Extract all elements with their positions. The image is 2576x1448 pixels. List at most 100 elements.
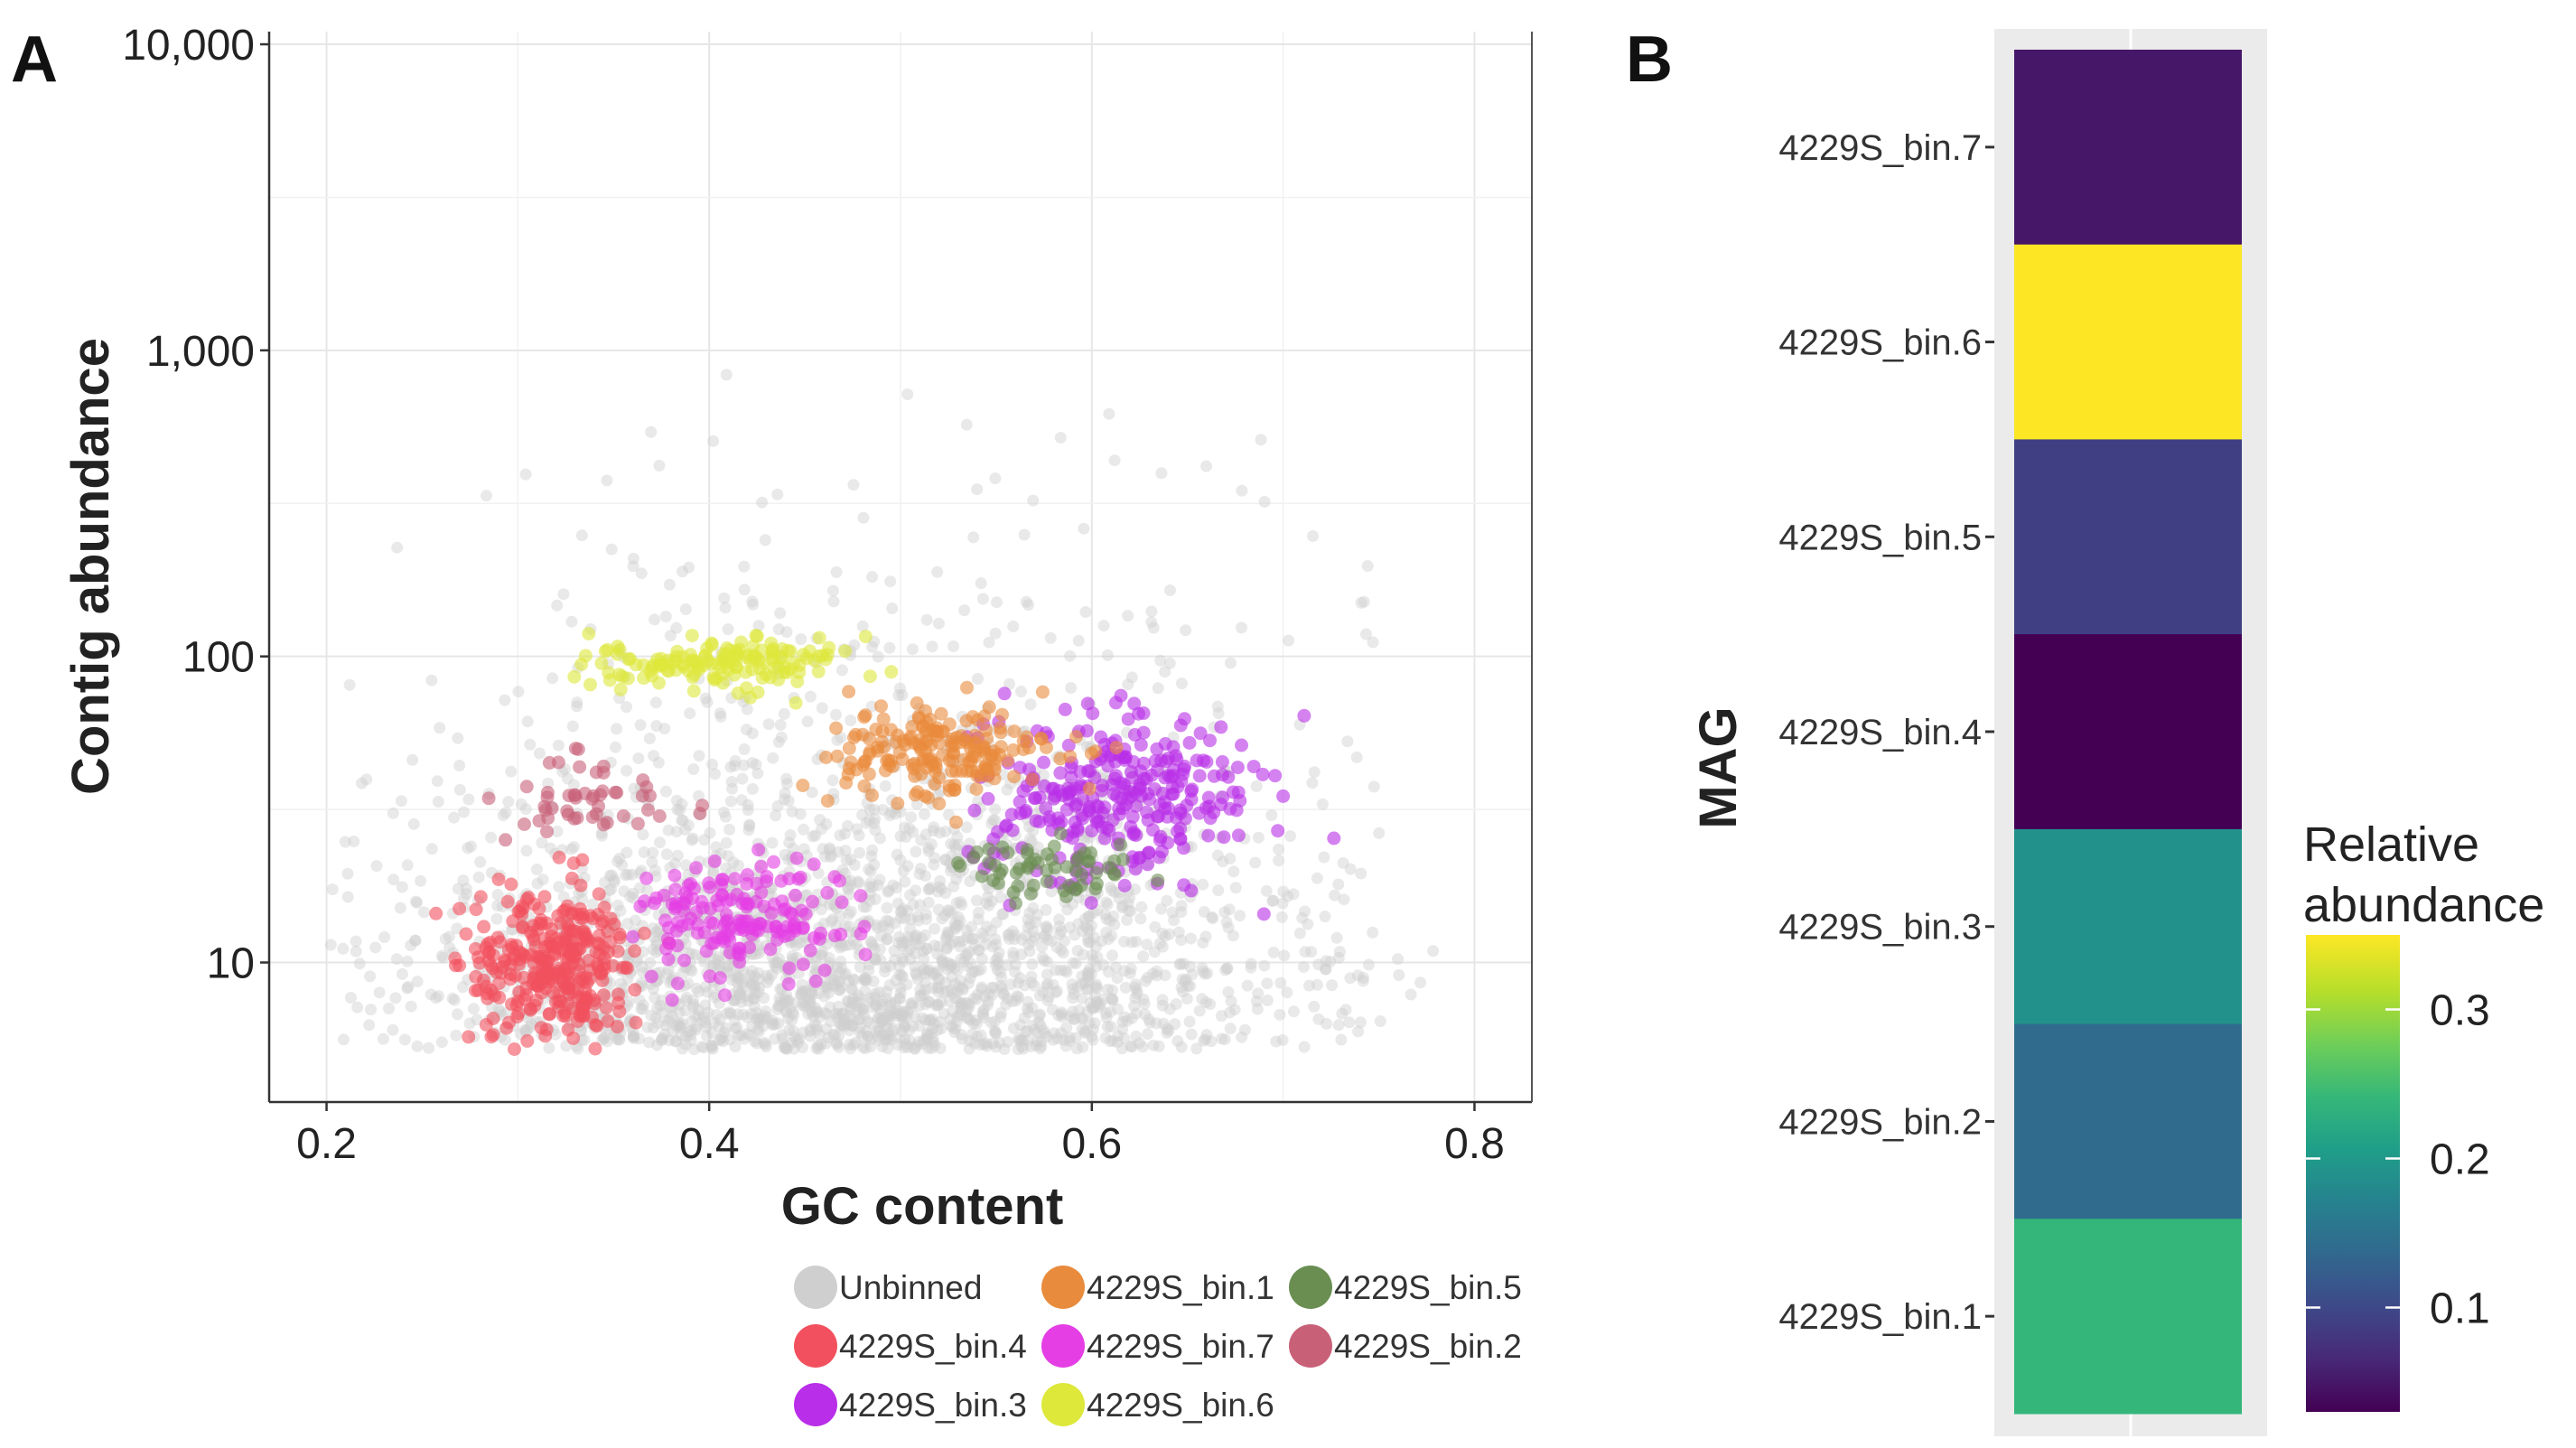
data-point (746, 1020, 759, 1032)
data-point (1324, 956, 1337, 968)
data-point (707, 854, 722, 868)
data-point (605, 883, 618, 895)
data-point (862, 1014, 874, 1027)
data-point (802, 1008, 815, 1021)
data-point (752, 973, 765, 986)
data-point (939, 854, 952, 865)
data-point (1052, 784, 1067, 799)
data-point (863, 803, 876, 816)
data-point (976, 927, 988, 939)
data-point (735, 794, 748, 807)
data-point (857, 901, 870, 913)
data-point (955, 998, 967, 1011)
data-point (715, 1031, 728, 1043)
data-point (1252, 831, 1265, 844)
data-point (1327, 831, 1341, 845)
data-point (842, 883, 854, 895)
data-point (1022, 921, 1034, 934)
data-point (709, 768, 721, 780)
data-point (923, 752, 938, 766)
data-point (1217, 830, 1231, 845)
data-point (1129, 883, 1141, 895)
data-point (628, 1030, 639, 1042)
data-point (963, 1042, 975, 1055)
data-point (1186, 968, 1199, 981)
data-point (900, 1038, 912, 1051)
data-point (899, 912, 911, 925)
data-point (657, 1032, 668, 1044)
data-point (749, 894, 763, 909)
data-point (872, 879, 884, 892)
legend-label: 4229S_bin.7 (1087, 1328, 1274, 1365)
data-point (897, 864, 910, 877)
scatter-legend: Unbinned 4229S_bin.1 4229S_bin.54229S_bin.… (794, 1266, 1522, 1426)
data-point (662, 824, 675, 836)
data-point (814, 814, 826, 826)
data-point (835, 1007, 848, 1020)
data-point (1250, 995, 1263, 1007)
data-point (589, 1018, 603, 1032)
data-point (1335, 1033, 1348, 1046)
data-point (474, 855, 487, 868)
data-point (952, 911, 965, 923)
data-point (660, 848, 673, 861)
data-point (904, 997, 917, 1010)
data-point (932, 903, 945, 916)
data-point (951, 1011, 964, 1023)
data-point (842, 741, 856, 755)
data-point (975, 869, 989, 883)
data-point (901, 1005, 914, 1018)
data-point (1122, 610, 1134, 622)
data-point (827, 929, 842, 943)
data-point (577, 933, 592, 948)
data-point (847, 479, 860, 491)
data-point (915, 932, 928, 945)
data-point (586, 898, 599, 911)
data-point (908, 769, 922, 783)
data-point (1125, 963, 1137, 975)
data-point (889, 808, 901, 820)
data-point (1116, 1015, 1129, 1028)
data-point (793, 937, 806, 949)
data-point (935, 996, 947, 1009)
data-point (868, 858, 881, 871)
data-point (1007, 947, 1020, 959)
data-point (919, 976, 931, 989)
data-point (682, 977, 695, 989)
data-point (627, 552, 639, 565)
data-point (1013, 991, 1024, 1004)
data-point (934, 827, 947, 839)
data-point (748, 993, 761, 1005)
data-point (989, 933, 1002, 946)
data-point (718, 592, 731, 604)
data-point (931, 998, 944, 1011)
data-point (796, 958, 810, 972)
legend-swatch (1041, 1383, 1085, 1426)
data-point (1102, 966, 1115, 978)
data-point (847, 1014, 860, 1025)
data-point (401, 982, 414, 995)
data-point (706, 758, 719, 771)
data-point (769, 1018, 781, 1031)
data-point (847, 973, 860, 986)
data-point (1085, 920, 1097, 932)
data-point (1156, 994, 1169, 1006)
data-point (1022, 1034, 1034, 1047)
data-point (1319, 963, 1331, 976)
data-point (991, 964, 1003, 976)
data-point (1067, 983, 1079, 995)
data-point (659, 1019, 672, 1032)
data-point (1047, 1033, 1059, 1046)
data-point (766, 836, 779, 849)
data-point (1178, 958, 1190, 970)
data-point (914, 863, 927, 875)
data-point (780, 772, 793, 785)
data-point (1161, 1023, 1173, 1035)
data-point (848, 639, 861, 651)
data-point (971, 988, 984, 1001)
data-point (1045, 853, 1059, 866)
data-point (879, 1029, 891, 1042)
data-point (833, 1008, 845, 1021)
data-point (901, 946, 913, 958)
data-point (583, 677, 597, 692)
